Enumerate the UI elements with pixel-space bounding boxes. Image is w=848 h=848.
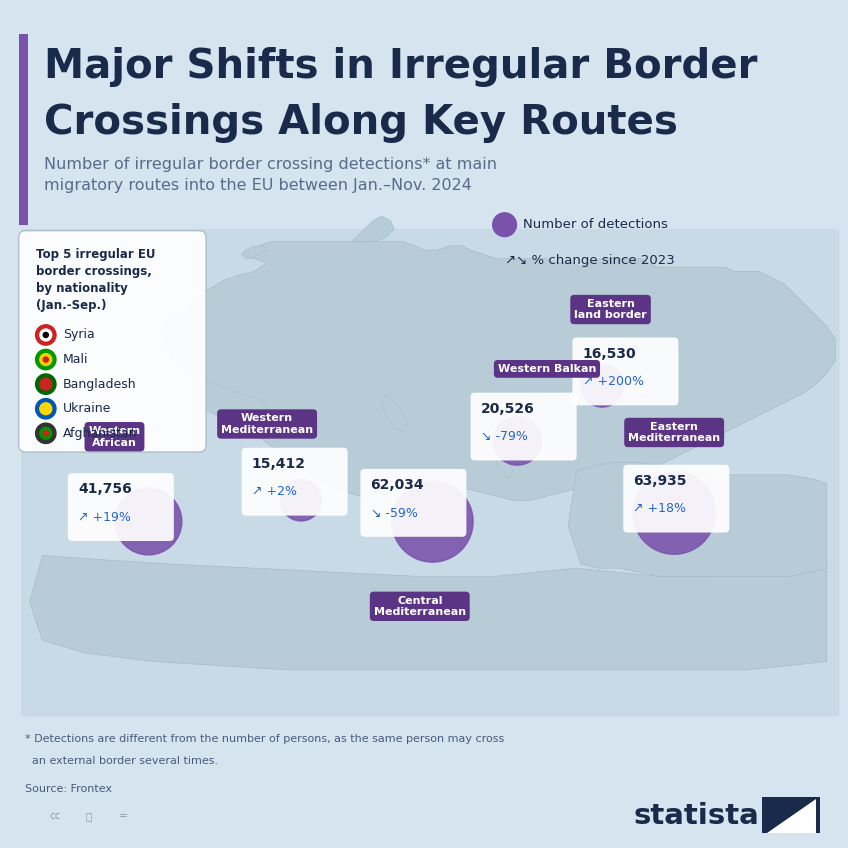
Circle shape — [40, 403, 52, 415]
FancyBboxPatch shape — [360, 469, 466, 537]
Polygon shape — [767, 799, 816, 833]
Circle shape — [281, 480, 321, 521]
Polygon shape — [161, 242, 835, 500]
Text: Western
Mediterranean: Western Mediterranean — [221, 413, 313, 435]
FancyBboxPatch shape — [572, 338, 678, 405]
Polygon shape — [568, 462, 827, 577]
Text: Eastern
land border: Eastern land border — [574, 298, 647, 321]
Text: an external border several times.: an external border several times. — [25, 756, 219, 767]
Polygon shape — [30, 555, 827, 670]
Text: statista: statista — [633, 801, 759, 830]
Text: 16,530: 16,530 — [583, 347, 636, 360]
Circle shape — [633, 471, 716, 555]
Circle shape — [115, 488, 181, 555]
Polygon shape — [352, 216, 394, 242]
Text: * Detections are different from the number of persons, as the same person may cr: * Detections are different from the numb… — [25, 734, 505, 744]
Text: ↗ +2%: ↗ +2% — [252, 485, 297, 499]
Text: 62,034: 62,034 — [371, 478, 424, 492]
Text: Afghanistan: Afghanistan — [63, 427, 137, 440]
Text: Syria: Syria — [63, 328, 94, 342]
Circle shape — [493, 213, 516, 237]
FancyBboxPatch shape — [623, 465, 729, 533]
Text: Bangladesh: Bangladesh — [63, 377, 137, 391]
Polygon shape — [242, 246, 267, 259]
FancyBboxPatch shape — [762, 797, 820, 833]
Circle shape — [36, 325, 56, 345]
Polygon shape — [496, 458, 513, 479]
Text: ↗ +19%: ↗ +19% — [78, 510, 131, 524]
Text: Source: Frontex: Source: Frontex — [25, 784, 113, 795]
Text: Number of irregular border crossing detections* at main
migratory routes into th: Number of irregular border crossing dete… — [44, 157, 497, 192]
Text: Crossings Along Key Routes: Crossings Along Key Routes — [44, 103, 678, 143]
Text: Eastern
Mediterranean: Eastern Mediterranean — [628, 421, 720, 444]
FancyBboxPatch shape — [68, 473, 174, 541]
Text: ↘ -79%: ↘ -79% — [481, 430, 527, 444]
Circle shape — [43, 332, 48, 338]
Polygon shape — [191, 377, 267, 420]
Circle shape — [36, 374, 56, 394]
Text: cc: cc — [49, 811, 61, 821]
FancyBboxPatch shape — [471, 393, 577, 460]
Text: ↗↘ % change since 2023: ↗↘ % change since 2023 — [505, 254, 674, 267]
Text: Western Balkan: Western Balkan — [498, 364, 596, 374]
Text: Mali: Mali — [63, 353, 88, 366]
Circle shape — [43, 357, 48, 362]
Text: ↘ -59%: ↘ -59% — [371, 506, 417, 520]
Text: ↗ +18%: ↗ +18% — [633, 502, 687, 516]
Circle shape — [40, 354, 52, 365]
Text: Number of detections: Number of detections — [523, 218, 668, 232]
Circle shape — [43, 431, 48, 436]
Circle shape — [36, 399, 56, 419]
Circle shape — [36, 349, 56, 370]
Text: Central
Mediterranean: Central Mediterranean — [374, 595, 466, 617]
FancyBboxPatch shape — [21, 229, 840, 717]
Text: ↗ +200%: ↗ +200% — [583, 375, 644, 388]
Text: 41,756: 41,756 — [78, 483, 131, 496]
Text: Top 5 irregular EU
border crossings,
by nationality
(Jan.-Sep.): Top 5 irregular EU border crossings, by … — [36, 248, 155, 311]
Text: 15,412: 15,412 — [252, 457, 306, 471]
Text: ⓘ: ⓘ — [86, 811, 92, 821]
Circle shape — [581, 365, 623, 407]
Text: =: = — [119, 811, 127, 821]
Circle shape — [36, 423, 56, 444]
Circle shape — [392, 481, 473, 562]
Circle shape — [40, 427, 52, 439]
Circle shape — [40, 329, 52, 341]
FancyBboxPatch shape — [19, 231, 206, 452]
Text: Ukraine: Ukraine — [63, 402, 111, 416]
FancyBboxPatch shape — [242, 448, 348, 516]
FancyBboxPatch shape — [19, 34, 28, 225]
Circle shape — [40, 378, 52, 390]
Circle shape — [493, 416, 542, 466]
Text: 63,935: 63,935 — [633, 474, 687, 488]
Text: Western
African: Western African — [88, 426, 141, 448]
Text: Major Shifts in Irregular Border: Major Shifts in Irregular Border — [44, 47, 757, 86]
Text: 20,526: 20,526 — [481, 402, 534, 416]
Polygon shape — [382, 394, 407, 432]
